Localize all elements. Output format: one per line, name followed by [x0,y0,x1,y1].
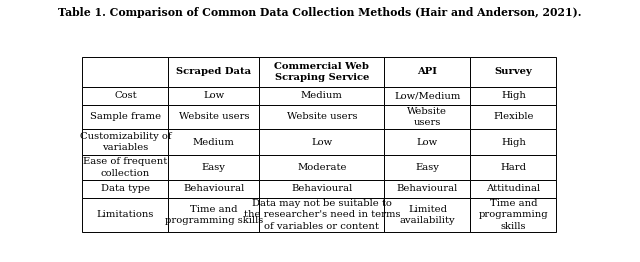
Bar [385,86,470,105]
Bar [470,57,556,86]
Text: Ease of frequent
collection: Ease of frequent collection [83,157,168,178]
Bar [83,198,168,232]
Text: Customizability of
variables: Customizability of variables [79,132,172,152]
Text: Limited
availability: Limited availability [399,205,455,225]
Bar [168,155,259,180]
Bar [168,129,259,155]
Text: Limitations: Limitations [97,210,154,220]
Text: Scraped Data: Scraped Data [176,67,252,76]
Text: Data type: Data type [101,184,150,193]
Bar [259,198,385,232]
Bar [470,129,556,155]
Text: Behavioural: Behavioural [397,184,458,193]
Bar [470,105,556,129]
Bar [385,57,470,86]
Text: Hard: Hard [500,163,526,172]
Bar [470,86,556,105]
Bar [470,198,556,232]
Text: Behavioural: Behavioural [291,184,353,193]
Text: High: High [501,138,526,147]
Text: Website
users: Website users [408,107,447,127]
Bar [470,155,556,180]
Text: Cost: Cost [114,91,137,100]
Text: Low: Low [311,138,332,147]
Text: Medium: Medium [301,91,343,100]
Text: Time and
programming
skills: Time and programming skills [479,199,548,231]
Text: Attitudinal: Attitudinal [486,184,540,193]
Bar [259,180,385,198]
Text: Time and
programming skills: Time and programming skills [164,205,263,225]
Text: Behavioural: Behavioural [183,184,244,193]
Text: Data may not be suitable to
the researcher's need in terms
of variables or conte: Data may not be suitable to the research… [244,199,400,231]
Bar [83,180,168,198]
Text: Sample frame: Sample frame [90,112,161,121]
Bar [83,129,168,155]
Bar [259,57,385,86]
Text: Easy: Easy [202,163,226,172]
Text: API: API [417,67,437,76]
Text: Low: Low [417,138,438,147]
Bar [168,57,259,86]
Bar [168,86,259,105]
Text: Survey: Survey [495,67,532,76]
Bar [83,86,168,105]
Bar [259,105,385,129]
Bar [83,155,168,180]
Bar [259,86,385,105]
Text: Low/Medium: Low/Medium [394,91,461,100]
Bar [470,180,556,198]
Bar [168,180,259,198]
Text: Low: Low [204,91,225,100]
Bar [385,155,470,180]
Text: Moderate: Moderate [297,163,347,172]
Bar [385,105,470,129]
Bar [83,57,168,86]
Bar [385,180,470,198]
Text: Medium: Medium [193,138,235,147]
Bar [385,129,470,155]
Text: Website users: Website users [287,112,357,121]
Bar [259,129,385,155]
Text: Flexible: Flexible [493,112,534,121]
Text: Commercial Web
Scraping Service: Commercial Web Scraping Service [275,62,369,82]
Bar [385,198,470,232]
Bar [168,105,259,129]
Text: Easy: Easy [415,163,440,172]
Text: High: High [501,91,526,100]
Bar [168,198,259,232]
Text: Table 1. Comparison of Common Data Collection Methods (Hair and Anderson, 2021).: Table 1. Comparison of Common Data Colle… [58,7,582,18]
Bar [83,105,168,129]
Text: Website users: Website users [179,112,249,121]
Bar [259,155,385,180]
